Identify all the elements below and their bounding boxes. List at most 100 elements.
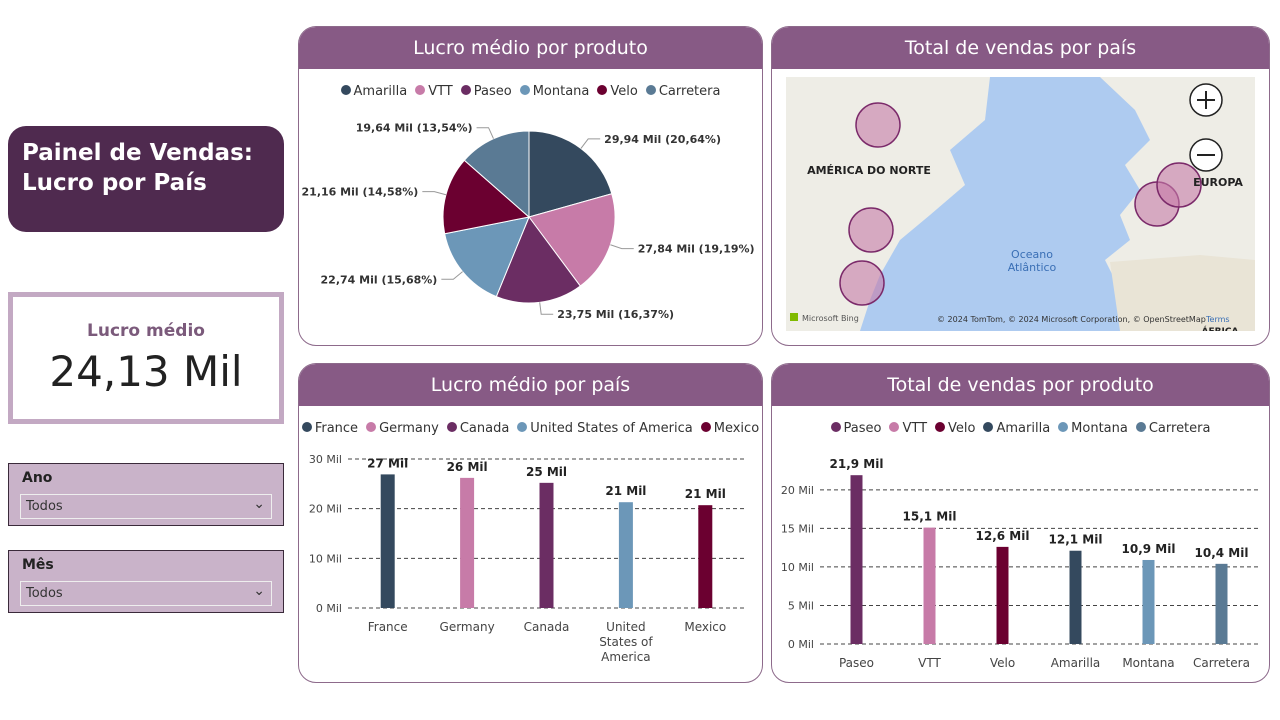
bar bbox=[460, 477, 475, 608]
zoom-in[interactable] bbox=[1189, 83, 1223, 117]
legend-swatch bbox=[700, 422, 711, 432]
slicer-value: Todos bbox=[26, 586, 63, 601]
legend-swatch bbox=[301, 422, 312, 432]
leader-line bbox=[580, 138, 601, 149]
legend-item: Montana bbox=[519, 84, 590, 99]
data-label: 27 Mil bbox=[367, 456, 408, 470]
map-label: ÁFRICA bbox=[1202, 325, 1239, 337]
panel: Lucro médio por país bbox=[298, 363, 763, 683]
x-tick-label: France bbox=[367, 620, 408, 634]
data-label: 22,74 Mil (15,68%) bbox=[321, 273, 438, 286]
legend-label: Montana bbox=[1071, 421, 1128, 436]
y-tick-label: 0 Mil bbox=[788, 638, 814, 651]
legend-label: Amarilla bbox=[996, 421, 1051, 436]
x-tick-label: Canada bbox=[523, 620, 570, 634]
legend-label: Velo bbox=[610, 84, 638, 99]
x-tick-label: Amarilla bbox=[1050, 656, 1101, 670]
x-tick-label: United States of America bbox=[599, 620, 653, 664]
data-label: 29,94 Mil (20,64%) bbox=[604, 133, 721, 146]
y-tick-label: 0 Mil bbox=[316, 602, 342, 615]
legend-label: France bbox=[314, 421, 359, 436]
legend-label: VTT bbox=[902, 421, 928, 436]
map-terms[interactable]: Terms bbox=[1205, 315, 1230, 324]
legend-item: VTT bbox=[415, 84, 453, 99]
legend-item: Canada bbox=[446, 421, 510, 436]
data-label: 25 Mil bbox=[526, 465, 567, 479]
legend-item: Carretera bbox=[645, 84, 721, 99]
legend-item: France bbox=[301, 421, 359, 436]
y-tick-label: 10 Mil bbox=[781, 561, 814, 574]
legend-swatch bbox=[519, 85, 530, 95]
legend-swatch bbox=[517, 422, 528, 432]
legend-label: Carretera bbox=[658, 84, 721, 99]
y-tick-label: 10 Mil bbox=[309, 552, 342, 565]
legend-label: Montana bbox=[532, 84, 590, 99]
legend-item: Velo bbox=[935, 421, 975, 436]
kpi-label: Lucro médio bbox=[87, 321, 205, 341]
legend-swatch bbox=[1135, 422, 1146, 432]
leader-line bbox=[476, 127, 494, 139]
slicer: Mês Todos ⌄ bbox=[8, 550, 284, 613]
title-card: Painel de Vendas: Lucro por País bbox=[8, 126, 284, 232]
x-tick-label: Carretera bbox=[1193, 656, 1250, 670]
slicer-dropdown[interactable]: Todos ⌄ bbox=[20, 581, 272, 606]
legend-item: Germany bbox=[366, 421, 439, 436]
x-tick-label: Montana bbox=[1122, 656, 1175, 670]
map-label: EUROPA bbox=[1193, 176, 1243, 189]
map[interactable]: AMÉRICA DO NORTE EUROPA ÁFRICA Oceano At… bbox=[786, 77, 1255, 337]
legend-item: United States of America bbox=[517, 421, 693, 436]
kpi-value: 24,13 Mil bbox=[49, 347, 243, 396]
panel-title: Total de vendas por produto bbox=[772, 364, 1269, 406]
panel-title: Lucro médio por produto bbox=[299, 27, 762, 69]
legend-item: Paseo bbox=[830, 421, 881, 436]
legend-label: Canada bbox=[459, 421, 510, 436]
y-tick-label: 20 Mil bbox=[309, 503, 342, 516]
slicer-label: Ano bbox=[22, 470, 53, 486]
data-label: 26 Mil bbox=[447, 460, 488, 474]
map-attribution: © 2024 TomTom, © 2024 Microsoft Corporat… bbox=[937, 315, 1206, 324]
bar bbox=[380, 474, 395, 608]
data-label: 27,84 Mil (19,19%) bbox=[638, 243, 755, 256]
slicer: Ano Todos ⌄ bbox=[8, 463, 284, 526]
legend-swatch bbox=[446, 422, 457, 432]
slicer-dropdown[interactable]: Todos ⌄ bbox=[20, 494, 272, 519]
legend-item: Amarilla bbox=[340, 84, 407, 99]
panel-title: Lucro médio por país bbox=[299, 364, 762, 406]
legend-item: Carretera bbox=[1135, 421, 1211, 436]
data-label: 21 Mil bbox=[605, 484, 646, 498]
legend-label: VTT bbox=[428, 84, 453, 99]
data-label: 21,16 Mil (14,58%) bbox=[302, 186, 419, 199]
map-label: Oceano bbox=[1011, 248, 1053, 261]
legend-swatch bbox=[1058, 422, 1069, 432]
legend-label: United States of America bbox=[530, 421, 693, 436]
pie-slice bbox=[444, 216, 530, 298]
legend-item: Mexico bbox=[700, 421, 759, 436]
legend-label: Carretera bbox=[1148, 421, 1211, 436]
leader-line bbox=[441, 271, 463, 280]
legend-item: Velo bbox=[597, 84, 638, 99]
leader-line bbox=[422, 191, 447, 196]
data-label: 21 Mil bbox=[685, 487, 726, 501]
legend: France Germany Canada United States of Amer… bbox=[298, 421, 763, 436]
x-tick-label: Mexico bbox=[684, 620, 727, 634]
x-tick-label: Germany bbox=[439, 620, 495, 634]
legend-swatch bbox=[983, 422, 994, 432]
bar bbox=[618, 502, 633, 608]
slicer-value: Todos bbox=[26, 499, 63, 514]
leader-line bbox=[539, 302, 554, 315]
bar bbox=[1142, 559, 1155, 644]
legend-swatch bbox=[415, 85, 426, 95]
y-tick-label: 20 Mil bbox=[781, 484, 814, 497]
zoom-out[interactable] bbox=[1189, 138, 1223, 172]
pie-slice bbox=[442, 159, 531, 235]
map-provider: Microsoft Bing bbox=[802, 314, 859, 323]
pie-slice bbox=[463, 130, 530, 219]
legend-swatch bbox=[597, 85, 608, 95]
legend-swatch bbox=[889, 422, 900, 432]
data-label: 21,9 Mil bbox=[830, 457, 884, 471]
data-label: 12,1 Mil bbox=[1049, 533, 1103, 547]
legend-swatch bbox=[366, 422, 377, 432]
legend-label: Paseo bbox=[473, 84, 512, 99]
legend-label: Velo bbox=[948, 421, 976, 436]
